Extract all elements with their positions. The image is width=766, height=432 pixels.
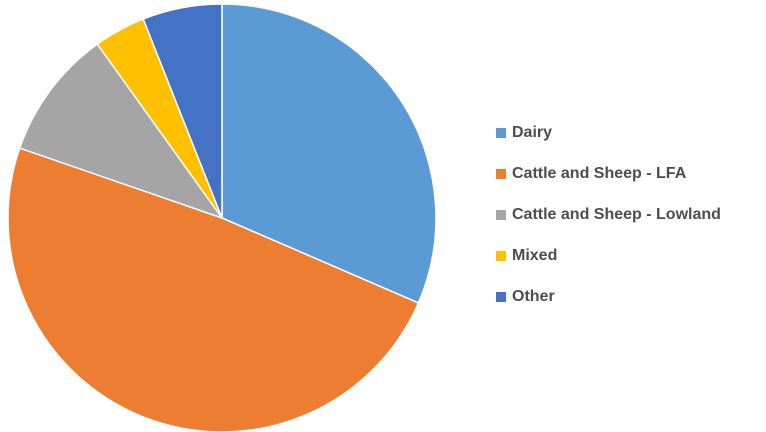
legend-swatch: [496, 250, 506, 261]
legend-item-other: Other: [496, 283, 761, 310]
legend-item-cattle-and-sheep-lowland: Cattle and Sheep - Lowland: [496, 201, 761, 228]
pie-slice-cattle-and-sheep-lfa: [7, 147, 420, 432]
pie-slice-cattle-and-sheep-lowland: [19, 43, 223, 219]
legend: Dairy Cattle and Sheep - LFA Cattle and Sh…: [496, 119, 761, 310]
pie-slice-dairy: [221, 3, 437, 304]
legend-label: Dairy: [512, 123, 553, 141]
legend-label: Mixed: [512, 246, 558, 264]
legend-swatch: [496, 127, 506, 138]
legend-label: Cattle and Sheep - Lowland: [512, 205, 721, 223]
legend-item-mixed: Mixed: [496, 242, 761, 269]
legend-swatch: [496, 291, 506, 302]
legend-label: Other: [512, 287, 555, 305]
legend-item-cattle-and-sheep-lfa: Cattle and Sheep - LFA: [496, 160, 761, 187]
legend-swatch: [496, 168, 506, 179]
pie-slice-other: [142, 3, 223, 219]
legend-item-dairy: Dairy: [496, 119, 761, 146]
pie-plot-area: [7, 3, 437, 432]
legend-swatch: [496, 209, 506, 220]
legend-label: Cattle and Sheep - LFA: [512, 164, 687, 182]
